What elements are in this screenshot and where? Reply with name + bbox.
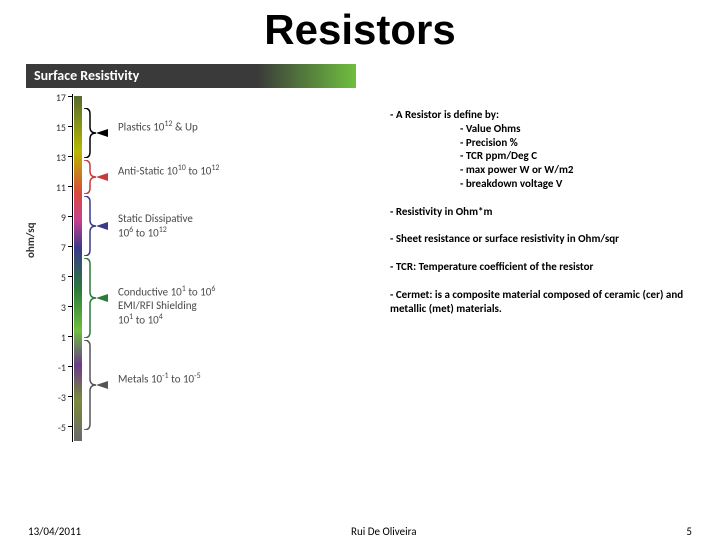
y-axis bbox=[72, 94, 73, 442]
color-spectrum bbox=[74, 96, 82, 441]
prop-line: - max power W or W/m2 bbox=[390, 163, 702, 177]
tick-label: -3 bbox=[40, 391, 66, 404]
band-label: Anti-Static 1010 to 1012 bbox=[118, 163, 219, 178]
tick-label: 9 bbox=[40, 211, 66, 224]
tick bbox=[68, 246, 72, 247]
slide-title: Resistors bbox=[0, 6, 720, 54]
prop-line: - Value Ohms bbox=[390, 122, 702, 136]
footer-page: 5 bbox=[686, 525, 692, 538]
tick bbox=[68, 336, 72, 337]
tick-label: 15 bbox=[40, 121, 66, 134]
bullet-line: - TCR: Temperature coefficient of the re… bbox=[390, 260, 702, 274]
tick-label: 11 bbox=[40, 181, 66, 194]
band-bracket bbox=[84, 258, 110, 338]
y-axis-label: ohm/sq bbox=[24, 223, 37, 259]
tick-label: 13 bbox=[40, 151, 66, 164]
footer: 13/04/2011 Rui De Oliveira 5 bbox=[0, 525, 720, 538]
tick bbox=[68, 216, 72, 217]
tick-label: 17 bbox=[40, 91, 66, 104]
resistivity-chart: ohm/sq 17 15 13 11 9 7 5 3 1 -1 -3 -5 Plastics 1012… bbox=[26, 88, 386, 458]
band-bracket bbox=[84, 340, 110, 430]
band-label: Metals 10-1 to 10-5 bbox=[118, 371, 201, 386]
prop-line: - Precision % bbox=[390, 136, 702, 150]
band-bracket bbox=[84, 160, 110, 194]
intro-line: - A Resistor is define by: bbox=[390, 108, 499, 121]
tick bbox=[68, 426, 72, 427]
band-bracket bbox=[84, 196, 110, 256]
tick bbox=[68, 276, 72, 277]
tick bbox=[68, 156, 72, 157]
text-column: - A Resistor is define by: - Value Ohms-… bbox=[386, 88, 720, 458]
tick bbox=[68, 186, 72, 187]
prop-line: - TCR ppm/Deg C bbox=[390, 149, 702, 163]
band-label: Plastics 1012 & Up bbox=[118, 119, 198, 134]
band-bracket bbox=[84, 108, 110, 158]
bullet-line: - Sheet resistance or surface resistivit… bbox=[390, 232, 702, 246]
footer-date: 13/04/2011 bbox=[28, 525, 81, 538]
bullet-line: - Resistivity in Ohm*m bbox=[390, 205, 702, 219]
footer-author: Rui De Oliveira bbox=[351, 525, 417, 538]
tick bbox=[68, 396, 72, 397]
tick-label: -5 bbox=[40, 421, 66, 434]
band-label: Conductive 101 to 106EMI/RFI Shielding10… bbox=[118, 284, 215, 326]
tick-label: 7 bbox=[40, 241, 66, 254]
tick-label: 5 bbox=[40, 271, 66, 284]
tick bbox=[68, 306, 72, 307]
prop-line: - breakdown voltage V bbox=[390, 177, 702, 191]
content-row: ohm/sq 17 15 13 11 9 7 5 3 1 -1 -3 -5 Plastics 1012… bbox=[0, 88, 720, 458]
band-label: Static Dissipative106 to 1012 bbox=[118, 212, 193, 240]
section-header: Surface Resistivity bbox=[26, 64, 356, 88]
tick-label: -1 bbox=[40, 361, 66, 374]
tick-label: 3 bbox=[40, 301, 66, 314]
tick bbox=[68, 96, 72, 97]
tick bbox=[68, 126, 72, 127]
tick-label: 1 bbox=[40, 331, 66, 344]
bullet-line: - Cermet: is a composite material compos… bbox=[390, 288, 702, 316]
tick bbox=[68, 366, 72, 367]
definition-block: - A Resistor is define by: - Value Ohms-… bbox=[390, 108, 702, 191]
